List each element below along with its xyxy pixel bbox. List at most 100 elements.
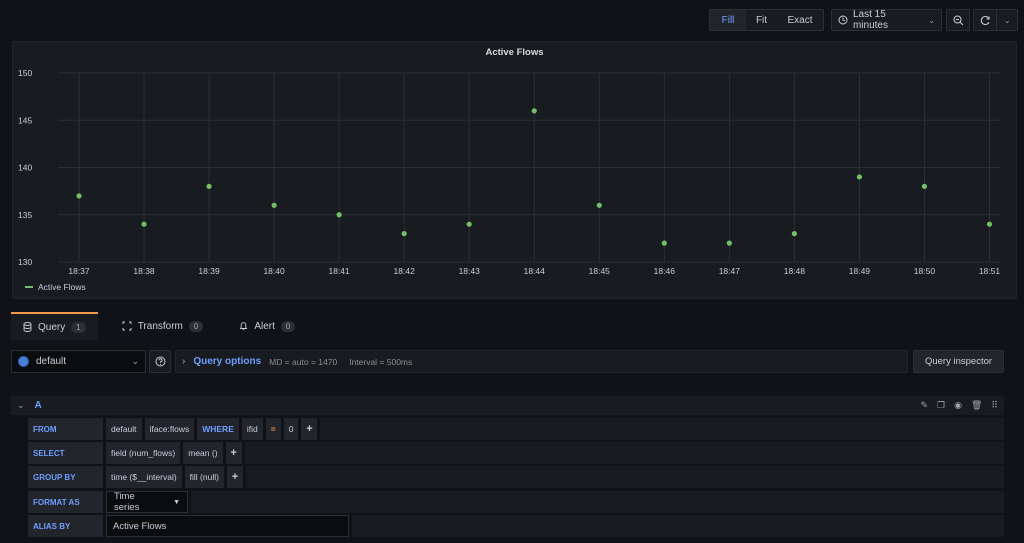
chart-legend: Active Flows [25, 282, 86, 292]
add-group-by-button[interactable]: + [226, 466, 243, 488]
datasource-picker[interactable]: default ⌄ [11, 350, 146, 373]
legend-label[interactable]: Active Flows [38, 282, 86, 292]
tab-alert-count: 0 [280, 320, 296, 332]
from-row: FROM default iface:flows WHERE ifid = 0 … [28, 418, 1004, 440]
x-tick-label: 18:49 [849, 266, 871, 276]
graph-panel: Active Flows 130 135 140 145 150 18:37 18:38 18… [12, 41, 1017, 299]
tab-transform-count: 0 [188, 320, 204, 332]
chevron-down-icon[interactable]: ⌄ [1003, 15, 1011, 25]
transform-icon [122, 321, 132, 331]
tab-query-count: 1 [71, 321, 86, 333]
tab-query-label: Query [38, 321, 66, 333]
question-circle-icon [155, 356, 165, 367]
time-range-label: Last 15 minutes [852, 9, 888, 31]
database-icon [23, 322, 32, 332]
edit-icon[interactable]: ✎ [920, 400, 929, 410]
group-by-label: GROUP BY [28, 466, 103, 488]
tab-alert-label: Alert [254, 320, 275, 332]
zoom-mode-group: Fill Fit Exact [709, 9, 824, 31]
aggregation-segment[interactable]: mean () [183, 442, 223, 464]
panel-title[interactable]: Active Flows [485, 47, 544, 58]
format-as-select[interactable]: Time series ▼ [106, 491, 188, 513]
retention-policy-segment[interactable]: default [106, 418, 142, 440]
x-tick-label: 18:48 [784, 266, 806, 276]
row-filler [191, 491, 1004, 513]
datasource-name: default [36, 356, 67, 367]
row-filler [352, 515, 1004, 537]
tab-query[interactable]: Query 1 [11, 312, 98, 340]
format-as-row: FORMAT AS Time series ▼ [28, 491, 1004, 513]
query-inspector-button[interactable]: Query inspector [913, 350, 1004, 373]
data-point [791, 231, 797, 237]
data-point [141, 221, 147, 227]
format-as-value: Time series [114, 491, 140, 513]
x-tick-label: 18:47 [719, 266, 741, 276]
select-label: SELECT [28, 442, 103, 464]
zoom-out-button[interactable] [946, 9, 970, 31]
x-tick-label: 18:50 [914, 266, 936, 276]
tab-transform[interactable]: Transform 0 [110, 312, 216, 340]
y-tick-label: 145 [18, 115, 32, 125]
data-point [856, 174, 863, 180]
x-tick-label: 18:39 [198, 266, 220, 276]
time-interval-segment[interactable]: time ($__interval) [106, 466, 182, 488]
query-options-md: MD = auto = 1470 [269, 356, 338, 367]
data-point [336, 212, 342, 218]
where-keyword: WHERE [197, 418, 239, 440]
operator-segment[interactable]: = [265, 418, 281, 440]
tag-key-segment[interactable]: ifid [241, 418, 263, 440]
refresh-picker[interactable]: ⌄ [973, 9, 1018, 31]
measurement-segment[interactable]: iface:flows [144, 418, 195, 440]
data-point [76, 193, 82, 199]
eye-icon[interactable]: ◉ [954, 400, 962, 410]
x-tick-label: 18:44 [524, 266, 546, 276]
exact-button[interactable]: Exact [787, 14, 813, 26]
caret-down-icon: ▼ [173, 498, 180, 506]
add-condition-button[interactable]: + [301, 418, 318, 440]
bell-icon [239, 322, 248, 331]
refresh-icon [980, 15, 990, 25]
row-filler [244, 442, 1004, 464]
query-ref-id[interactable]: A [34, 400, 42, 411]
x-tick-label: 18:40 [263, 266, 285, 276]
tag-value-segment[interactable]: 0 [283, 418, 299, 440]
help-button[interactable] [149, 350, 171, 373]
scatter-chart: 130 135 140 145 150 18:37 18:38 18:39 18:40 18:41… [18, 68, 1001, 276]
fill-segment[interactable]: fill (null) [184, 466, 224, 488]
data-point [401, 231, 407, 237]
field-segment[interactable]: field (num_flows) [106, 442, 181, 464]
tab-transform-label: Transform [137, 320, 183, 332]
data-point [986, 221, 993, 227]
zoom-out-icon [953, 15, 963, 25]
data-point [726, 240, 732, 246]
fit-button[interactable]: Fit [755, 14, 768, 26]
x-tick-label: 18:43 [459, 266, 481, 276]
editor-tabs: Query 1 Transform 0 Alert 0 [11, 312, 307, 340]
add-select-button[interactable]: + [225, 442, 242, 464]
row-filler [320, 418, 1004, 440]
alias-input[interactable]: Active Flows [106, 515, 349, 537]
query-row-actions: ✎ ❐ ◉ 🗑 ⠿ [920, 400, 998, 411]
x-tick-label: 18:46 [654, 266, 676, 276]
data-point [596, 202, 602, 208]
chevron-down-icon: ⌄ [131, 356, 139, 366]
y-tick-label: 130 [18, 257, 32, 267]
divider [996, 10, 998, 30]
legend-swatch [25, 286, 33, 288]
clock-icon [838, 15, 848, 25]
tab-alert[interactable]: Alert 0 [227, 312, 307, 340]
copy-icon[interactable]: ❐ [937, 400, 946, 410]
drag-handle-icon[interactable]: ⠿ [991, 400, 998, 410]
query-options-title[interactable]: Query options [193, 356, 262, 367]
fill-button[interactable]: Fill [710, 10, 746, 30]
x-tick-label: 18:37 [68, 266, 90, 276]
data-point [271, 202, 277, 208]
query-options-bar[interactable]: › Query options MD = auto = 1470 Interva… [175, 350, 908, 373]
refresh-button[interactable] [974, 15, 996, 26]
y-tick-label: 135 [18, 210, 32, 220]
time-range-picker[interactable]: Last 15 minutes ⌄ [831, 9, 942, 31]
data-point [206, 183, 212, 189]
trash-icon[interactable]: 🗑 [970, 400, 983, 410]
y-tick-label: 150 [18, 68, 32, 78]
collapse-chevron-icon[interactable]: ⌄ [17, 400, 25, 410]
